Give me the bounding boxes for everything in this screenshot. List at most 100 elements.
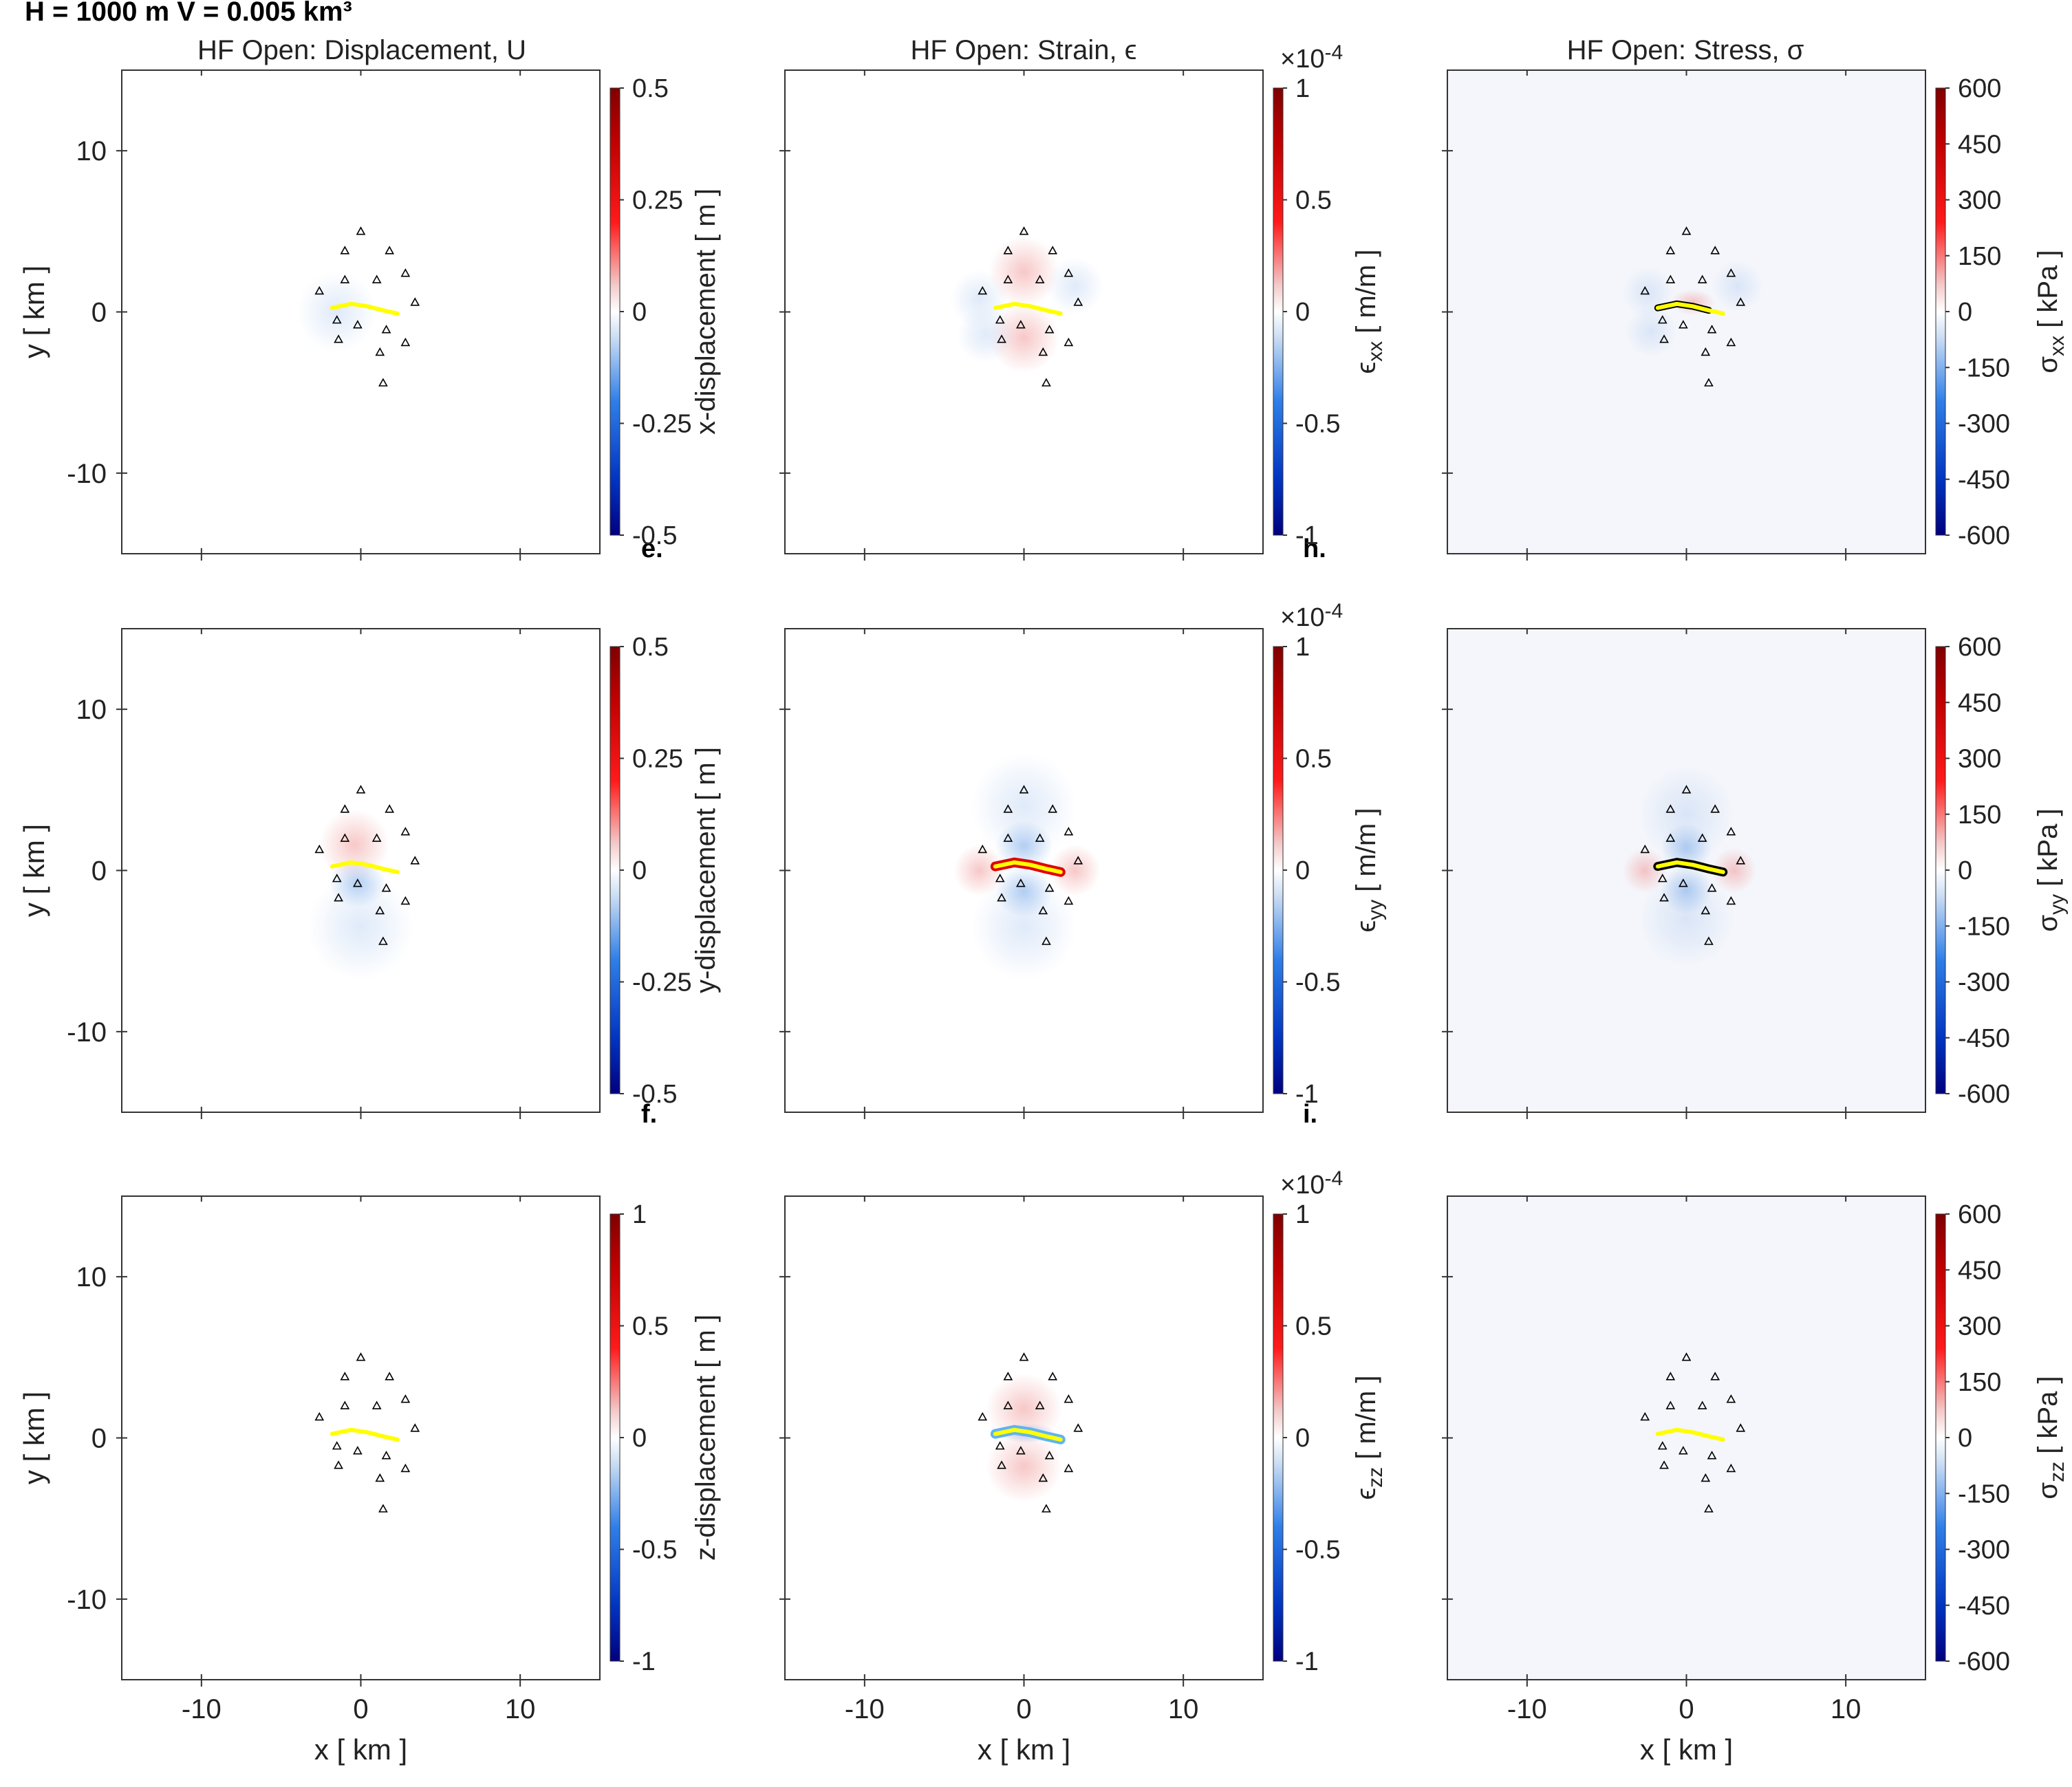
station-marker	[400, 1463, 411, 1473]
station-marker	[1665, 246, 1676, 254]
station-marker	[1003, 804, 1013, 813]
station-marker	[314, 285, 325, 295]
station-marker	[1003, 246, 1013, 254]
station-marker	[1659, 334, 1669, 343]
station-marker	[385, 246, 395, 254]
station-marker	[1726, 827, 1736, 836]
station-marker	[400, 896, 411, 905]
y-tick-label: 10	[76, 1262, 107, 1292]
station-marker	[1710, 246, 1720, 254]
station-marker	[1707, 1451, 1717, 1460]
station-marker	[1659, 1460, 1669, 1469]
figure-header: H = 1000 m V = 0.005 km³	[25, 0, 352, 27]
station-marker	[340, 1400, 350, 1409]
station-marker	[332, 315, 342, 324]
station-marker	[381, 325, 391, 334]
station-marker	[334, 893, 343, 902]
station-marker	[1073, 856, 1083, 865]
colorbar-tick-label: 300	[1958, 745, 2001, 774]
station-marker	[1665, 1400, 1676, 1409]
station-marker	[1679, 878, 1688, 887]
station-marker	[356, 1352, 366, 1361]
column-title-stress: HF Open: Stress, σ	[1567, 35, 1804, 65]
station-marker	[340, 1372, 350, 1380]
station-marker	[1044, 325, 1055, 334]
station-marker	[1019, 785, 1029, 794]
station-marker	[1042, 378, 1051, 387]
station-marker	[1681, 226, 1692, 235]
colorbar-tick-label: 1	[1295, 1200, 1310, 1229]
column-title-strain: HF Open: Strain, ϵ	[911, 35, 1137, 65]
colorbar-label: y-displacement [ m ]	[691, 747, 721, 993]
colorbar-tick-label: -1	[1295, 521, 1319, 550]
colorbar-tick-label: 0.5	[1295, 186, 1332, 215]
colorbar-tick-label: 1	[1295, 633, 1310, 662]
colorbar	[609, 87, 620, 536]
station-marker	[378, 936, 388, 945]
station-marker	[375, 1473, 385, 1482]
station-marker	[1003, 1400, 1013, 1409]
station-marker	[1657, 315, 1668, 324]
station-marker	[410, 1423, 420, 1432]
field-blob	[329, 859, 387, 908]
colorbar-tick-label: 0	[632, 856, 647, 885]
station-marker	[1697, 833, 1707, 842]
colorbar-tick-label: 0.25	[632, 745, 683, 774]
station-marker	[385, 1372, 395, 1380]
colorbar-tick-label: 450	[1958, 130, 2001, 159]
colorbar-label: x-displacement [ m ]	[691, 188, 721, 435]
fault-trace	[330, 860, 400, 874]
colorbar-tick-label: 0.5	[1295, 1312, 1332, 1341]
station-marker	[1681, 1352, 1692, 1361]
colorbar-tick-label: 150	[1958, 1368, 2001, 1397]
station-marker	[1659, 893, 1669, 902]
colorbar-tick-label: 150	[1958, 242, 2001, 271]
station-marker	[1736, 1423, 1746, 1432]
station-marker	[314, 844, 325, 854]
station-marker	[410, 856, 420, 865]
colorbar-tick-label: 0.5	[632, 1312, 669, 1341]
colorbar-label: σxx [ kPa ]	[2033, 250, 2069, 373]
station-marker	[1035, 1400, 1045, 1409]
fault-trace	[993, 301, 1063, 316]
column-title-displacement: HF Open: Displacement, U	[197, 35, 526, 65]
station-marker	[378, 378, 388, 387]
station-marker	[1707, 883, 1717, 892]
station-marker	[1064, 268, 1074, 277]
station-marker	[1073, 297, 1083, 306]
fault-trace	[330, 301, 400, 316]
station-marker	[995, 315, 1005, 324]
station-marker	[1736, 856, 1746, 865]
colorbar-tick-label: 0.25	[632, 186, 683, 215]
station-marker	[978, 1411, 988, 1421]
panel-3-1: -10 0 10 y [ km ] -10 0 10 x [ km ] 1 0.5 0 -0.5 -1 z…	[18, 1195, 721, 1766]
station-marker	[332, 874, 342, 882]
station-marker	[1679, 1446, 1688, 1455]
x-axis-label: x [ km ]	[978, 1733, 1070, 1766]
station-marker	[1707, 325, 1717, 334]
station-marker	[1019, 1352, 1029, 1361]
colorbar-tick-label: -600	[1958, 521, 2010, 550]
panel-letter-i: i.	[1303, 1100, 1317, 1129]
panel-2-3: 600 450 300 150 0 -150 -300 -450 -600 σyy [ kPa ]	[1442, 628, 2069, 1119]
colorbar-tick-label: -300	[1958, 968, 2010, 997]
station-marker	[1710, 804, 1720, 813]
colorbar-tick-label: 0	[1295, 298, 1310, 327]
colorbar-tick-label: -0.25	[632, 968, 692, 997]
colorbar-tick-label: -0.5	[1295, 1536, 1340, 1565]
station-marker	[385, 804, 395, 813]
field-blob	[1046, 257, 1104, 316]
fault-trace	[993, 860, 1063, 874]
station-marker	[1640, 1411, 1650, 1421]
colorbar-label: σyy [ kPa ]	[2033, 808, 2069, 931]
station-marker	[375, 347, 385, 356]
fault-trace	[330, 1427, 400, 1442]
panel-letter-f: f.	[641, 1100, 657, 1129]
colorbar	[609, 1213, 620, 1662]
panel-2-2: 1 0.5 0 -0.5 -1 ϵyy [ m/m ] ×10-4	[779, 600, 1387, 1119]
x-tick-label: 10	[1168, 1694, 1199, 1724]
station-marker	[353, 320, 363, 329]
x-tick-label: -10	[182, 1694, 222, 1724]
station-marker	[1726, 1463, 1736, 1473]
colorbar-tick-label: 600	[1958, 74, 2001, 103]
